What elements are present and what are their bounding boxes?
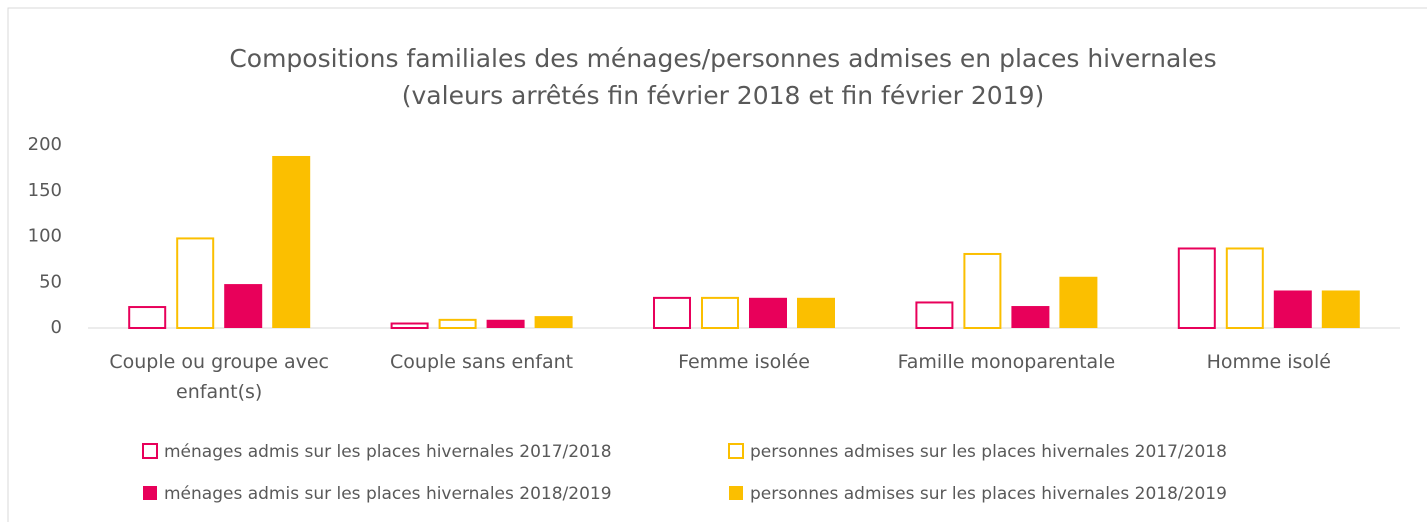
- bar: [486, 319, 525, 328]
- bar: [224, 284, 263, 328]
- x-tick-label: Homme isolé: [1206, 351, 1331, 373]
- y-tick-label: 200: [28, 134, 62, 155]
- legend-marker: [729, 486, 743, 500]
- legend-marker: [728, 443, 744, 459]
- bar: [1225, 247, 1264, 329]
- legend-label: personnes admises sur les places hiverna…: [750, 442, 1227, 462]
- bar: [272, 155, 311, 328]
- bar: [797, 297, 835, 328]
- bar: [701, 296, 739, 330]
- chart-subtitle: (valeurs arrêtés fin février 2018 et fin…: [402, 81, 1044, 110]
- legend-marker: [143, 486, 157, 500]
- y-tick-label: 100: [28, 226, 62, 247]
- bar: [915, 301, 954, 329]
- bar: [1011, 306, 1050, 328]
- y-tick-label: 0: [51, 317, 62, 338]
- bar: [1321, 290, 1360, 328]
- y-tick-label: 50: [39, 271, 62, 292]
- x-tick-label: Femme isolée: [678, 351, 810, 373]
- y-tick-label: 150: [28, 180, 62, 201]
- bar: [534, 316, 573, 328]
- legend-label: personnes admises sur les places hiverna…: [750, 484, 1227, 504]
- bar: [653, 296, 691, 330]
- x-tick-label: Famille monoparentale: [897, 351, 1116, 373]
- chart-border: [7, 7, 1427, 522]
- bar: [1177, 247, 1216, 329]
- bar: [176, 237, 215, 329]
- bar: [1273, 290, 1312, 328]
- legend-marker: [142, 443, 158, 459]
- chart-title: Compositions familiales des ménages/pers…: [229, 44, 1216, 73]
- bar: [390, 322, 429, 330]
- x-tick-label: Couple ou groupe avec enfant(s): [109, 351, 330, 403]
- legend-label: ménages admis sur les places hivernales …: [164, 442, 612, 462]
- x-tick-label: Couple sans enfant: [390, 351, 574, 373]
- bar: [128, 306, 167, 330]
- legend-label: ménages admis sur les places hivernales …: [164, 484, 612, 504]
- bar: [438, 318, 477, 330]
- bar: [963, 252, 1002, 329]
- bar: [1059, 276, 1098, 328]
- bar: [749, 297, 787, 328]
